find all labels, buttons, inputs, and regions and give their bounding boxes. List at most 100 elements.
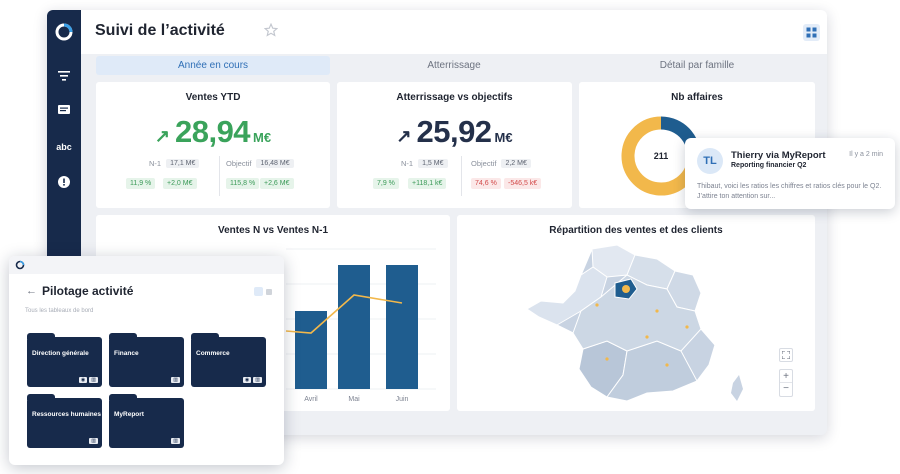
folder-direction-generale[interactable]: Direction générale ◉ ▥: [27, 333, 102, 387]
badge-delta-n1: +2,0 M€: [163, 178, 197, 189]
sales-bar-chart: Avril Mai Juin: [285, 248, 436, 403]
notification-sender: Thierry via MyReport: [731, 150, 826, 161]
pilot-hint: Tous les tableaux de bord: [25, 308, 94, 314]
x-tick-label: Avril: [304, 396, 318, 403]
card-title: Nb affaires: [671, 92, 723, 103]
kpi-value: 28,94: [174, 114, 251, 149]
folder-badges: ◉ ▥: [242, 377, 262, 383]
folder-finance[interactable]: Finance ▥: [109, 333, 184, 387]
divider: [219, 156, 220, 196]
objective-value: 16,48 M€: [256, 159, 294, 168]
notification-toast[interactable]: TL Thierry via MyReport Reporting financ…: [685, 138, 895, 209]
chart-icon: ▥: [171, 438, 180, 444]
card-title: Répartition des ventes et des clients: [549, 225, 723, 236]
kpi-value-row: ↗ 25,92 M€: [337, 114, 572, 150]
folder-label: Commerce: [196, 350, 230, 357]
alert-icon[interactable]: [47, 171, 81, 193]
zoom-out-button[interactable]: −: [783, 383, 789, 394]
pilotage-window: ← Pilotage activité Tous les tableaux de…: [9, 256, 284, 465]
tab-bar: Année en cours Atterrissage Détail par f…: [96, 56, 816, 75]
tab-atterrissage[interactable]: Atterrissage: [427, 60, 481, 71]
grid-view-button[interactable]: [803, 24, 820, 41]
kpi-value-row: ↗ 28,94 M€: [96, 114, 330, 150]
bar: [386, 265, 418, 389]
avatar: TL: [697, 148, 723, 174]
series-line: [285, 294, 403, 334]
kpi-unit: M€: [253, 130, 272, 145]
star-icon[interactable]: [264, 23, 278, 37]
objective-label: Objectif: [471, 159, 497, 168]
folder-label: Ressources humaines: [32, 411, 102, 418]
donut-slice: [621, 116, 700, 196]
eye-icon: ◉: [78, 377, 88, 383]
chart-icon: ▥: [253, 377, 262, 383]
n1-row: N-1 17,1 M€: [149, 159, 200, 168]
card-title: Ventes N vs Ventes N-1: [217, 225, 329, 236]
folder-label: Finance: [114, 350, 139, 357]
objective-row: Objectif 16,48 M€: [226, 159, 294, 168]
filter-icon[interactable]: [47, 65, 81, 87]
card-ventes-ytd[interactable]: Ventes YTD ↗ 28,94 M€ N-1 17,1 M€ Object…: [96, 82, 330, 208]
bar: [338, 265, 370, 389]
notification-time: Il y a 2 min: [849, 151, 883, 158]
zoom-controls: + −: [779, 369, 793, 397]
card-atterrissage[interactable]: Atterrissage vs objectifs ↗ 25,92 M€ N-1…: [337, 82, 572, 208]
chart-icon: ▥: [89, 438, 98, 444]
pilot-title: Pilotage activité: [42, 284, 134, 298]
message-icon[interactable]: [47, 99, 81, 121]
badge-pct-objective: 115,8 %: [226, 178, 260, 189]
badge-delta-objective: +2,6 M€: [260, 178, 294, 189]
kpi-value: 25,92: [416, 114, 492, 149]
expand-icon: [782, 351, 790, 359]
badge-pct-objective: 74,6 %: [471, 178, 501, 189]
card-title: Ventes YTD: [185, 92, 241, 103]
back-arrow-icon[interactable]: ←: [26, 285, 37, 297]
x-tick-label: Juin: [396, 396, 409, 403]
page-title: Suivi de l’activité: [95, 22, 225, 39]
objective-row: Objectif 2,2 M€: [471, 159, 531, 168]
objective-value: 2,2 M€: [501, 159, 531, 168]
grid-view-button[interactable]: [254, 287, 263, 296]
abc-icon[interactable]: abc: [56, 142, 72, 152]
badge-delta-objective: -546,5 k€: [504, 178, 542, 189]
notification-subject: Reporting financier Q2: [731, 162, 807, 169]
window-titlebar: [9, 256, 284, 274]
tab-annee-en-cours[interactable]: Année en cours: [96, 56, 330, 75]
list-view-button[interactable]: [266, 289, 272, 295]
app-logo-icon: [15, 260, 25, 270]
zoom-in-button[interactable]: +: [780, 370, 792, 383]
n1-value: 17,1 M€: [166, 159, 200, 168]
x-tick-label: Mai: [348, 396, 360, 403]
arrow-up-icon: ↗: [154, 126, 170, 146]
badge-delta-n1: +118,1 k€: [408, 178, 447, 189]
folder-badges: ▥: [171, 377, 180, 383]
n1-row: N-1 1,5 M€: [401, 159, 448, 168]
folder-ressources-humaines[interactable]: Ressources humaines ▥: [27, 394, 102, 448]
kpi-unit: M€: [494, 130, 513, 145]
card-title: Atterrissage vs objectifs: [396, 92, 513, 103]
chart-icon: ▥: [89, 377, 98, 383]
tab-detail-par-famille[interactable]: Détail par famille: [659, 60, 735, 71]
donut-center-label: 211: [654, 151, 669, 161]
badge-pct-n1: 7,9 %: [373, 178, 399, 189]
objective-label: Objectif: [226, 159, 252, 168]
header: Suivi de l’activité: [81, 10, 827, 54]
folder-badges: ▥: [89, 438, 98, 444]
fullscreen-button[interactable]: [779, 348, 793, 362]
badge-pct-n1: 11,9 %: [126, 178, 156, 189]
folder-commerce[interactable]: Commerce ◉ ▥: [191, 333, 266, 387]
app-logo-icon[interactable]: [54, 22, 74, 42]
notification-body: Thibaut, voici les ratios les chiffres e…: [697, 183, 882, 200]
chart-icon: ▥: [171, 377, 180, 383]
arrow-up-icon: ↗: [396, 126, 412, 146]
n1-value: 1,5 M€: [418, 159, 448, 168]
folder-badges: ◉ ▥: [78, 377, 98, 383]
folder-myreport[interactable]: MyReport ▥: [109, 394, 184, 448]
folder-label: Direction générale: [32, 350, 89, 357]
card-repartition[interactable]: Répartition des ventes et des clients + …: [457, 215, 815, 411]
n1-label: N-1: [401, 159, 414, 168]
folder-badges: ▥: [171, 438, 180, 444]
folder-label: MyReport: [114, 411, 144, 418]
france-map[interactable]: [497, 241, 767, 407]
n1-label: N-1: [149, 159, 162, 168]
